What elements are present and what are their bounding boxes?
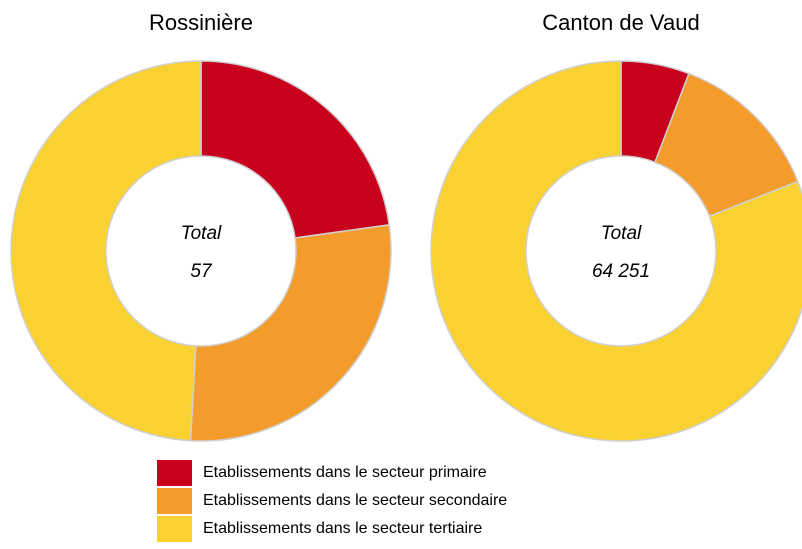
- legend-label: Etablissements dans le secteur primaire: [203, 464, 487, 481]
- legend-label: Etablissements dans le secteur secondair…: [203, 492, 507, 509]
- legend-swatch: [157, 460, 192, 486]
- legend-label: Etablissements dans le secteur tertiaire: [203, 520, 482, 537]
- center-total: 57: [190, 261, 213, 282]
- donut-segment: [189, 224, 392, 442]
- donut-segment: [10, 60, 202, 442]
- center-label: Total: [181, 223, 222, 244]
- donut-segment: [430, 60, 802, 442]
- donut-segment: [200, 60, 391, 239]
- legend-swatch: [157, 516, 192, 542]
- center-total: 64 251: [592, 261, 650, 282]
- chart-title: Rossinière: [149, 10, 253, 35]
- center-label: Total: [601, 223, 642, 244]
- chart-title: Canton de Vaud: [542, 10, 699, 35]
- legend-swatch: [157, 488, 192, 514]
